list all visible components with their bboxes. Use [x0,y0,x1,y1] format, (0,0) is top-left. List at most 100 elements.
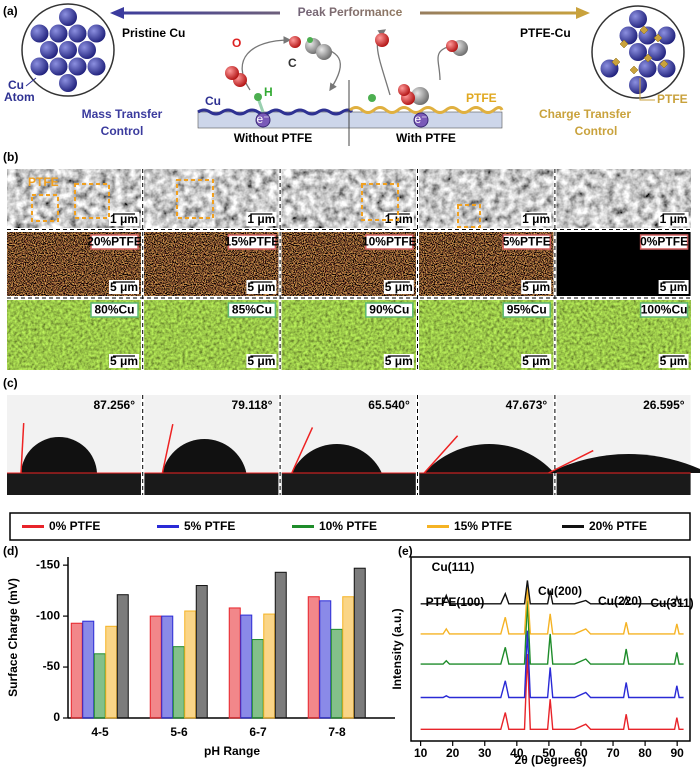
ptfe-region [31,194,59,222]
molecule-atom [398,84,410,96]
scale-box [246,212,277,226]
tangent [20,423,25,474]
scale-label: 5 μm [660,280,688,294]
cu-atom [657,26,676,45]
without-label: Without PTFE [234,131,313,145]
tangent [291,427,314,474]
cu-atom [629,43,647,61]
cu-atom [30,24,49,43]
cu-atom [87,24,106,43]
xrd-line [420,587,684,635]
ptfe-label: PTFE [28,175,59,189]
ptfe-region [176,179,214,219]
cu-atom [87,57,106,76]
legend-label: 15% PTFE [454,519,512,533]
ptfe-region [457,204,481,228]
bar [240,614,253,719]
ptfe-particle [659,59,669,69]
droplet [548,454,700,473]
scale-box [658,280,689,294]
cu-atom [59,74,77,92]
cu-atom [59,8,77,26]
ptfe-particle [611,57,621,67]
cu-atom [629,10,647,28]
legend-label: 20% PTFE [589,519,647,533]
bar [307,596,320,719]
ptfe-layer [349,106,504,114]
ptfe-particle [643,53,653,63]
molecule-atom [375,33,389,47]
caption: Control [575,124,618,138]
xrd-line [420,600,684,665]
cu-atom [59,41,77,59]
y-axis-label: Intensity (a.u.) [390,608,404,689]
bar [184,610,197,719]
x-axis-label: 2θ (Degrees) [515,753,587,767]
pointer [25,77,37,87]
cu-layer [197,108,354,116]
atom-label: Cu [8,78,24,92]
bar [161,615,174,719]
scale-box [383,280,414,294]
bar [82,620,95,719]
cu-atom [78,41,96,59]
bar [263,613,276,719]
molecule-atom [289,36,301,48]
cu-atom [68,24,87,43]
map-label: 95%Cu [507,303,547,317]
cu-atom [629,76,647,94]
x-tick-label: 40 [510,746,524,760]
droplet [424,444,555,473]
cu-atom [40,41,58,59]
peak-label: Cu(220) [598,594,642,608]
x-tick-label: 60 [574,746,588,760]
ptfe-callout: PTFE [657,92,688,106]
electron-label: e⁻ [256,112,269,126]
scale-label: 5 μm [385,280,413,294]
scale-label: 5 μm [522,354,550,368]
bar [70,622,83,719]
x-axis-label: pH Range [204,744,260,758]
map-label-box [365,302,414,318]
cu-atom [49,57,68,76]
atom-h: H [264,85,273,99]
scale-box [109,212,139,226]
contact-angle: 26.595° [643,398,685,412]
scale-label: 5 μm [247,354,275,368]
legend-label: 10% PTFE [319,519,377,533]
scale-label: 5 μm [522,280,550,294]
x-tick-label: 70 [606,746,620,760]
scale-label: 5 μm [247,280,275,294]
title-bg [280,3,420,23]
scale-label: 5 μm [660,354,688,368]
with-label: With PTFE [396,131,456,145]
plot-frame [410,556,691,742]
y-tick-label: -50 [43,659,61,673]
x-tick-label: 7-8 [328,725,346,739]
arrow-head [110,7,124,19]
x-tick-label: 30 [478,746,492,760]
bar [172,646,185,719]
caption: Mass Transfer [82,107,163,121]
peak-label: Cu(111) [432,560,475,574]
scale-box [521,280,552,294]
h-atom [368,94,376,102]
bar [149,615,162,719]
ptfe-region [361,183,399,221]
map-label: 80%Cu [94,303,134,317]
scale-box [658,212,689,226]
y-axis-label: Surface Charge (mV) [6,578,20,697]
contact-angle: 65.540° [368,398,410,412]
map-label-box [227,234,277,250]
caption: Charge Transfer [539,107,631,121]
xrd-line [420,580,684,605]
map-label: 15%PTFE [225,235,280,249]
molecule-atom [225,66,239,80]
panel-label: (b) [3,150,18,164]
map-label-box [639,234,689,250]
ptfe-particle [639,25,649,35]
map-label-box [227,302,277,318]
atom-o: O [232,36,241,50]
